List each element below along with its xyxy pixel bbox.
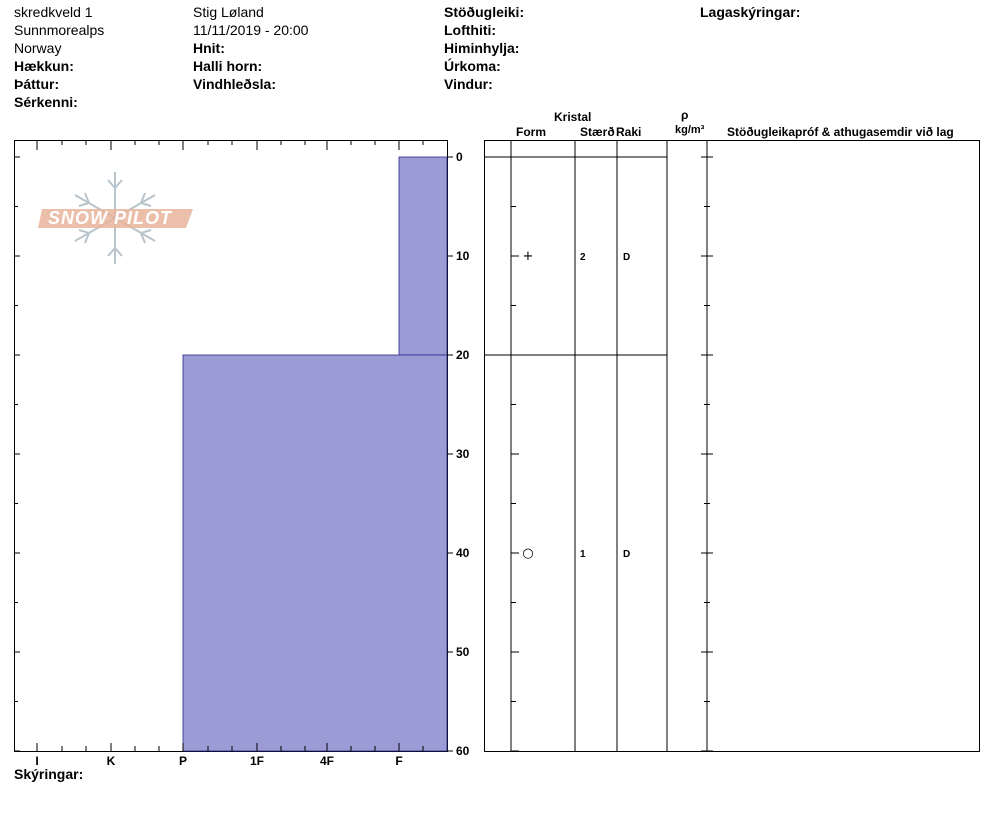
moisture-value: D	[623, 549, 630, 560]
x-tick-label: 4F	[320, 754, 334, 768]
slope-label: Halli horn:	[193, 58, 263, 74]
snowpilot-wordmark: SNOW PILOT	[48, 208, 172, 228]
x-tick-label: F	[395, 754, 402, 768]
grain-size-value: 2	[580, 252, 586, 263]
hardness-plot-frame	[14, 140, 448, 752]
crystal-header: Kristal	[554, 110, 592, 124]
depth-label: 0	[456, 150, 463, 164]
form-header: Form	[516, 125, 546, 139]
snowpilot-logo: SNOW PILOT	[38, 170, 198, 270]
depth-label: 50	[456, 645, 470, 659]
sky-label: Himinhylja:	[444, 40, 520, 56]
snowflake-icon	[38, 172, 193, 264]
region: Sunnmorealps	[14, 22, 105, 38]
country: Norway	[14, 40, 62, 56]
wind-loading-label: Vindhleðsla:	[193, 76, 276, 92]
size-header: Stærð	[580, 125, 615, 139]
grain-form-symbol: +	[523, 249, 534, 264]
grain-size-value: 1	[580, 549, 586, 560]
depth-label: 30	[456, 447, 470, 461]
moisture-value: D	[623, 252, 630, 263]
datetime: 11/11/2019 - 20:00	[193, 22, 309, 38]
rho-header: ρ	[681, 108, 689, 122]
precip-label: Úrkoma:	[444, 58, 501, 74]
grain-form-symbol: ○	[522, 546, 533, 561]
x-tick-label: K	[107, 754, 116, 768]
layer-table-frame	[484, 140, 980, 752]
wind-label: Vindur:	[444, 76, 493, 92]
depth-label: 60	[456, 744, 470, 758]
observer: Stig Løland	[193, 4, 264, 20]
features-label: Sérkenni:	[14, 94, 78, 110]
stability-notes-header: Stöðugleikapróf & athugasemdir við lag	[727, 125, 954, 139]
elevation-label: Hækkun:	[14, 58, 74, 74]
comments-label: Skýringar:	[14, 766, 84, 782]
layer-notes-label: Lagaskýringar:	[700, 4, 801, 20]
hardness-bar	[182, 354, 448, 752]
x-tick-label: I	[35, 754, 38, 768]
moisture-header: Raki	[616, 125, 642, 139]
hardness-bar	[398, 156, 448, 356]
air-temp-label: Lofthiti:	[444, 22, 497, 38]
site-name: skredkveld 1	[14, 4, 93, 20]
x-tick-label: P	[179, 754, 187, 768]
density-unit-header: kg/m³	[675, 124, 705, 136]
stability-label: Stöðugleiki:	[444, 4, 525, 20]
aspect-label: Þáttur:	[14, 76, 60, 92]
depth-label: 10	[456, 249, 470, 263]
coords-label: Hnit:	[193, 40, 225, 56]
x-tick-label: 1F	[250, 754, 264, 768]
depth-label: 40	[456, 546, 470, 560]
depth-label: 20	[456, 348, 470, 362]
